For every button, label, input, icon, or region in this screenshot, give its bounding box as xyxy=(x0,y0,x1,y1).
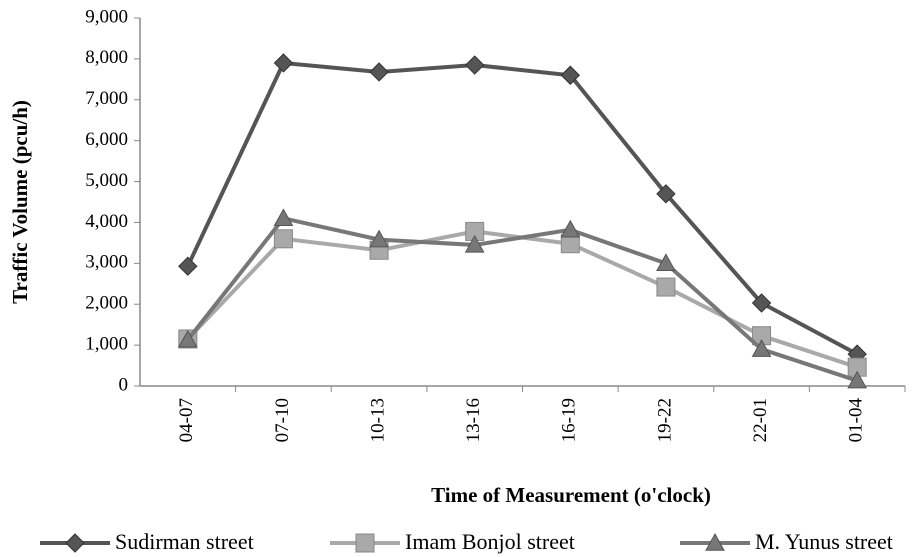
y-axis-title: Traffic Volume (pcu/h) xyxy=(8,100,32,304)
legend-label: Imam Bonjol street xyxy=(405,529,575,554)
series-line xyxy=(186,60,859,356)
y-tick-label: 2,000 xyxy=(85,293,128,314)
y-tick-label: 3,000 xyxy=(85,252,128,273)
data-point xyxy=(560,65,581,85)
data-point xyxy=(847,370,868,389)
legend-marker xyxy=(705,532,725,551)
data-point xyxy=(560,219,581,238)
data-point xyxy=(656,253,676,272)
x-tick-label: 01-04 xyxy=(846,398,867,443)
data-point xyxy=(464,55,485,75)
series-line xyxy=(186,216,858,383)
data-point xyxy=(464,234,485,253)
legend-marker xyxy=(355,533,375,553)
y-tick-label: 6,000 xyxy=(85,129,128,150)
x-tick-label: 13-16 xyxy=(463,398,484,442)
data-point xyxy=(273,229,293,249)
y-tick-label: 1,000 xyxy=(85,333,128,354)
legend-label: M. Yunus street xyxy=(755,529,893,554)
data-point xyxy=(656,184,676,204)
data-point xyxy=(751,339,772,357)
data-point xyxy=(177,329,198,348)
legend-label: Sudirman street xyxy=(115,529,254,554)
x-axis-title: Time of Measurement (o'clock) xyxy=(431,483,711,507)
legend-marker xyxy=(65,533,85,553)
x-tick-label: 16-19 xyxy=(559,398,580,442)
x-tick-label: 22-01 xyxy=(750,398,771,442)
x-tick-label: 07-10 xyxy=(272,398,293,442)
data-point xyxy=(273,208,294,227)
x-tick-label: 04-07 xyxy=(176,398,197,442)
y-tick-label: 8,000 xyxy=(85,47,128,68)
data-point xyxy=(369,229,389,248)
x-tick-label: 10-13 xyxy=(367,398,388,442)
x-tick-label: 19-22 xyxy=(654,398,675,442)
y-tick-label: 7,000 xyxy=(85,88,128,109)
y-tick-label: 9,000 xyxy=(85,6,128,27)
y-tick-label: 5,000 xyxy=(85,170,128,191)
y-tick-label: 4,000 xyxy=(85,211,128,232)
data-point xyxy=(273,53,294,73)
data-point xyxy=(369,62,389,82)
data-point xyxy=(178,256,198,276)
data-point xyxy=(751,293,772,313)
y-tick-label: 0 xyxy=(119,374,129,395)
data-point xyxy=(656,277,676,297)
